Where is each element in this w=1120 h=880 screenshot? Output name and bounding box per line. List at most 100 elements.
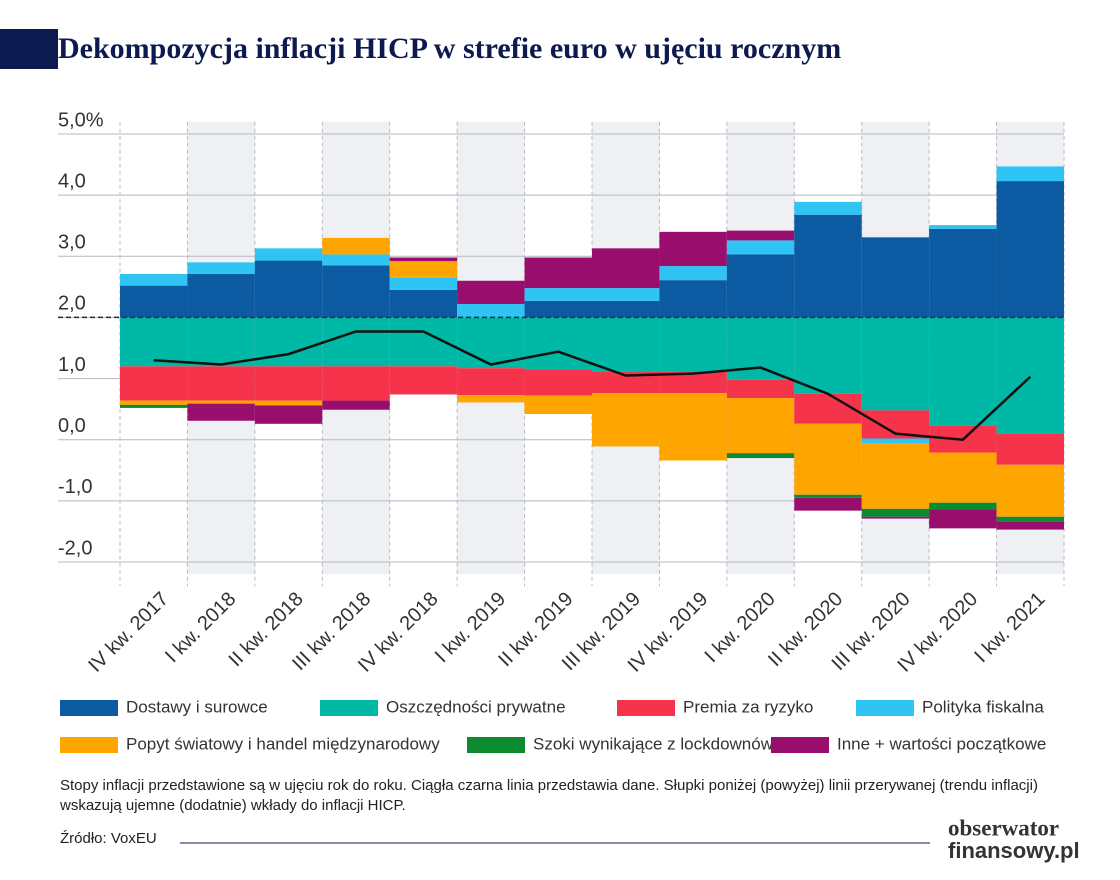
bar-segment	[524, 288, 592, 301]
bar-segment	[120, 404, 188, 408]
bar-segment	[389, 277, 458, 290]
y-tick-label: -1,0	[58, 476, 92, 498]
bar-segment	[592, 288, 660, 301]
legend-swatch	[771, 737, 829, 753]
y-tick-label: 2,0	[58, 293, 86, 315]
bar-segment	[659, 280, 727, 318]
bar-segment	[187, 274, 255, 318]
legend-swatch	[617, 700, 675, 716]
bar-segment	[187, 262, 255, 275]
bar-segment	[322, 317, 390, 367]
bar-segment	[592, 371, 660, 394]
legend-swatch	[467, 737, 525, 753]
bar-segment	[524, 369, 592, 396]
bar-segment	[726, 254, 795, 318]
bar-segment	[592, 300, 660, 318]
bar-segment	[187, 403, 255, 421]
legend-label: Inne + wartości początkowe	[837, 734, 1046, 753]
bar-segment	[592, 317, 660, 372]
bar-segment	[659, 266, 727, 281]
logo-top: obserwator	[948, 815, 1059, 840]
legend-label: Polityka fiskalna	[922, 697, 1044, 716]
bar-segment	[861, 438, 930, 444]
bar-segment	[322, 254, 390, 266]
title-bar	[0, 29, 58, 69]
legend-label: Premia za ryzyko	[683, 697, 813, 716]
y-tick-label: 1,0	[58, 354, 86, 376]
bar-segment	[861, 508, 930, 517]
bar-segment	[524, 257, 592, 289]
bar-segment	[929, 317, 997, 426]
y-tick-label: 0,0	[58, 415, 86, 437]
bar-segment	[389, 289, 458, 318]
footnote: Stopy inflacji przedstawione są w ujęciu…	[60, 777, 1038, 814]
bar-segment	[996, 317, 1064, 434]
bar-segment	[120, 274, 188, 286]
bar-segment	[861, 237, 930, 318]
legend-swatch	[320, 700, 378, 716]
bar-segment	[457, 368, 525, 396]
bar-segment	[254, 366, 323, 401]
bar-segment	[996, 464, 1064, 517]
bar-segment	[794, 497, 862, 511]
bar-segment	[524, 317, 592, 370]
bar-segment	[659, 317, 727, 372]
bar-segment	[322, 400, 390, 410]
bar-segment	[120, 366, 188, 401]
bar-segment	[389, 261, 458, 278]
bar-segment	[254, 405, 323, 424]
bar-segment	[861, 516, 930, 519]
bar-segment	[929, 225, 997, 229]
bar-segment	[996, 521, 1064, 530]
bar-segment	[726, 379, 795, 399]
bar-segment	[592, 248, 660, 289]
logo-bottom: finansowy.pl	[948, 838, 1080, 863]
bar-segment	[794, 393, 862, 424]
legend-label: Szoki wynikające z lockdownów	[533, 734, 774, 753]
legend-label: Dostawy i surowce	[126, 697, 268, 716]
bar-segment	[592, 393, 660, 447]
bar-segment	[389, 366, 458, 395]
bar-segment	[996, 181, 1064, 318]
bar-segment	[996, 433, 1064, 465]
bar-segment	[659, 231, 727, 267]
bar-segment	[254, 260, 323, 318]
x-tick-label: IV kw. 2017	[84, 588, 173, 677]
bar-segment	[254, 248, 323, 261]
bar-segment	[120, 400, 188, 405]
bar-segment	[457, 395, 525, 403]
bar-segment	[794, 317, 862, 394]
bar-segment	[996, 516, 1064, 522]
bar-segment	[794, 423, 862, 495]
bar-segment	[322, 237, 390, 255]
bar-segment	[929, 509, 997, 529]
bar-segment	[794, 214, 862, 318]
bar-segment	[254, 400, 323, 406]
bar-segment	[659, 393, 727, 461]
bar-segment	[794, 201, 862, 215]
bar-segment	[187, 366, 255, 401]
bar-segment	[524, 300, 592, 318]
legend-swatch	[60, 700, 118, 716]
bar-segment	[457, 303, 525, 318]
bar-segment	[996, 166, 1064, 182]
bar-segment	[659, 371, 727, 394]
bar-segment	[861, 317, 930, 411]
legend-label: Popyt światowy i handel międzynarodowy	[126, 734, 440, 753]
bar-segment	[726, 398, 795, 454]
y-tick-label: 3,0	[58, 232, 86, 254]
legend-label: Oszczędności prywatne	[386, 697, 566, 716]
bar-segment	[322, 366, 390, 401]
x-tick-label: I kw. 2021	[970, 588, 1049, 667]
bar-segment	[929, 452, 997, 503]
y-tick-label: -2,0	[58, 537, 92, 559]
bar-segment	[120, 317, 188, 367]
bar-segment	[322, 265, 390, 318]
source: Źródło: VoxEU	[60, 830, 157, 847]
chart-title: Dekompozycja inflacji HICP w strefie eur…	[58, 32, 842, 65]
legend-swatch	[60, 737, 118, 753]
bar-segment	[726, 453, 795, 459]
bar-segment	[794, 494, 862, 498]
bar-segment	[187, 317, 255, 367]
